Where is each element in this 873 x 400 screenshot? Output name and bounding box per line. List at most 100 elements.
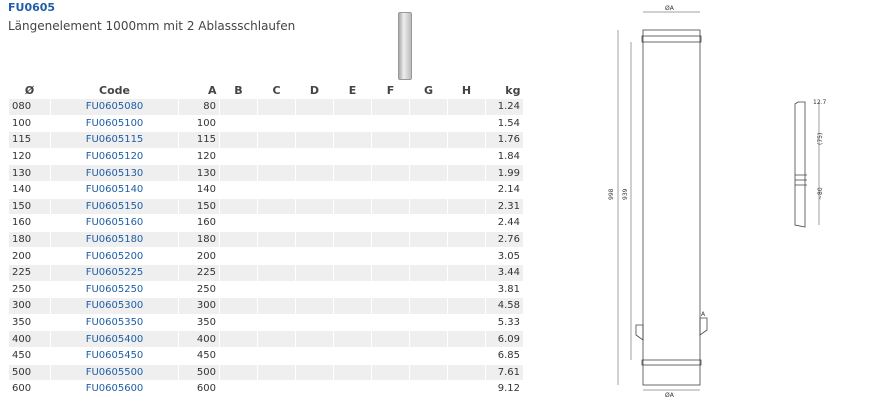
empty-cell [257,230,296,249]
dimension-label: 998 [608,188,615,200]
empty-cell [257,180,296,199]
code-cell: FU0605160 [50,214,179,232]
empty-cell [409,114,448,133]
empty-cell [257,98,296,116]
empty-cell [371,330,410,348]
table-row: 300 FU0605300 300 4.58 [8,297,524,315]
empty-cell [409,214,448,232]
a-cell: 450 [178,346,220,365]
a-cell: 350 [178,313,220,332]
empty-cell [219,297,258,315]
empty-cell [333,330,372,348]
empty-cell [409,330,448,348]
empty-cell [257,247,296,265]
empty-cell [333,280,372,299]
empty-cell [257,131,296,149]
table-row: 400 FU0605400 400 6.09 [8,330,524,348]
empty-cell [219,363,258,382]
empty-cell [219,197,258,216]
weight-cell: 4.58 [485,297,524,315]
table-row: 140 FU0605140 140 2.14 [8,180,524,199]
empty-cell [333,363,372,382]
a-cell: 100 [178,114,220,133]
empty-cell [295,363,334,382]
code-cell: FU0605200 [50,247,179,265]
empty-cell [447,197,486,216]
empty-cell [257,313,296,332]
empty-cell [295,230,334,249]
a-cell: 115 [178,131,220,149]
empty-cell [295,131,334,149]
diameter-cell: 350 [8,313,51,332]
diameter-cell: 150 [8,197,51,216]
empty-cell [219,247,258,265]
empty-cell [257,164,296,182]
empty-cell [409,280,448,299]
empty-cell [295,330,334,348]
dimension-label: ØA [665,392,675,399]
empty-cell [371,180,410,199]
weight-cell: 6.85 [485,346,524,365]
a-cell: 80 [178,98,220,116]
empty-cell [257,197,296,216]
code-cell: FU0605180 [50,230,179,249]
empty-cell [371,114,410,133]
empty-cell [333,247,372,265]
empty-cell [371,346,410,365]
diameter-cell: 140 [8,180,51,199]
weight-cell: 5.33 [485,313,524,332]
table-row: 225 FU0605225 225 3.44 [8,263,524,282]
empty-cell [219,380,258,398]
a-cell: 130 [178,164,220,182]
empty-cell [409,230,448,249]
table-row: 120 FU0605120 120 1.84 [8,147,524,166]
empty-cell [257,297,296,315]
a-cell: 180 [178,230,220,249]
empty-cell [409,197,448,216]
empty-cell [409,313,448,332]
table-row: 080 FU0605080 80 1.24 [8,98,524,116]
empty-cell [371,313,410,332]
empty-cell [257,346,296,365]
empty-cell [333,380,372,398]
empty-cell [257,380,296,398]
empty-cell [219,263,258,282]
code-cell: FU0605140 [50,180,179,199]
column-header: G [423,83,434,97]
empty-cell [371,247,410,265]
weight-cell: 2.44 [485,214,524,232]
product-title: Längenelement 1000mm mit 2 Ablassschlauf… [8,19,296,33]
empty-cell [447,147,486,166]
empty-cell [333,230,372,249]
empty-cell [447,114,486,133]
a-cell: 500 [178,363,220,382]
empty-cell [219,164,258,182]
code-cell: FU0605450 [50,346,179,365]
empty-cell [371,131,410,149]
empty-cell [295,214,334,232]
empty-cell [257,147,296,166]
empty-cell [219,230,258,249]
empty-cell [447,180,486,199]
empty-cell [333,263,372,282]
empty-cell [447,313,486,332]
weight-cell: 1.54 [485,114,524,133]
column-header: Ø [24,83,35,97]
diameter-cell: 400 [8,330,51,348]
a-cell: 225 [178,263,220,282]
diameter-cell: 200 [8,247,51,265]
empty-cell [257,280,296,299]
empty-cell [295,380,334,398]
code-cell: FU0605225 [50,263,179,282]
empty-cell [257,263,296,282]
product-code: FU0605 [8,1,56,14]
diameter-cell: 500 [8,363,51,382]
empty-cell [447,247,486,265]
column-header: Code [99,83,130,97]
empty-cell [447,330,486,348]
code-cell: FU0605250 [50,280,179,299]
empty-cell [447,263,486,282]
column-header: F [386,83,395,97]
empty-cell [257,214,296,232]
